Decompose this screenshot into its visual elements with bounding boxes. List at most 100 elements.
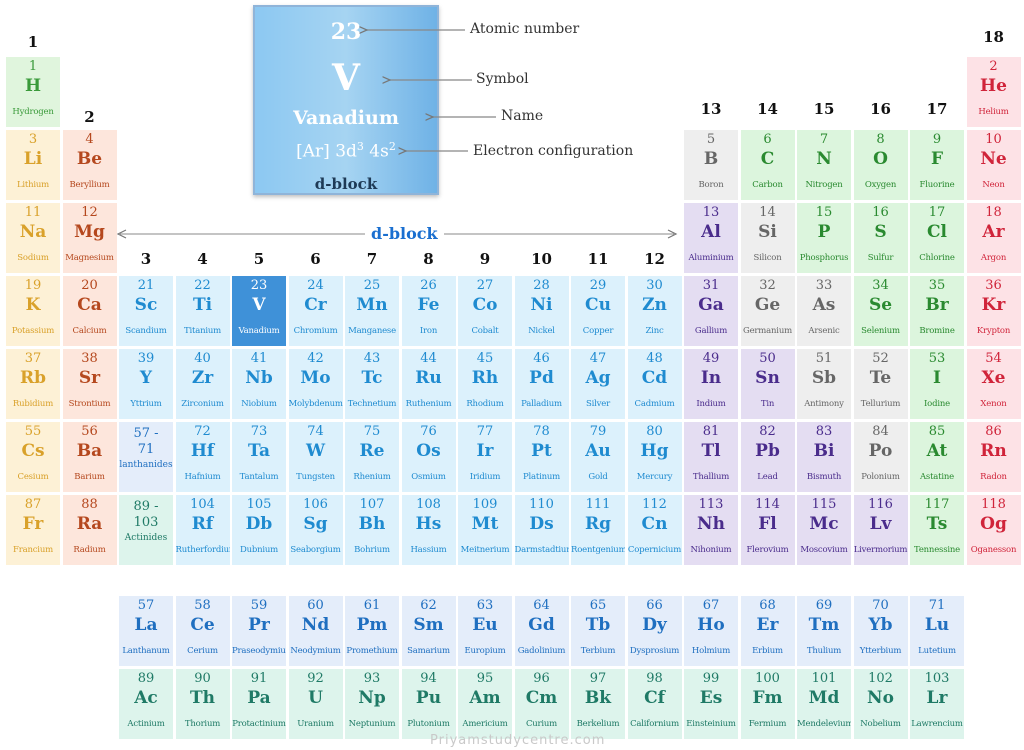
element-te[interactable]: 52 Te Tellurium	[853, 349, 908, 419]
element-mn[interactable]: 25 Mn Manganese	[345, 276, 399, 346]
element-tc[interactable]: 43 Tc Technetium	[345, 349, 399, 419]
element-tl[interactable]: 81 Tl Thallium	[684, 422, 738, 492]
element-rh[interactable]: 45 Rh Rhodium	[458, 349, 512, 419]
element-lu[interactable]: 71 Lu Lutetium	[910, 596, 964, 666]
element-zn[interactable]: 30 Zn Zinc	[627, 276, 682, 346]
element-hg[interactable]: 80 Hg Mercury	[627, 422, 682, 492]
element-bk[interactable]: 97 Bk Berkelium	[571, 669, 625, 739]
element-nb[interactable]: 41 Nb Niobium	[232, 349, 286, 419]
element-rg[interactable]: 111 Rg Roentgenium	[571, 495, 625, 565]
element-bi[interactable]: 83 Bi Bismuth	[797, 422, 851, 492]
element-cs[interactable]: 55 Cs Cesium	[6, 422, 60, 492]
element-gd[interactable]: 64 Gd Gadolinium	[514, 596, 569, 666]
element-pm[interactable]: 61 Pm Promethium	[345, 596, 399, 666]
element-pt[interactable]: 78 Pt Platinum	[514, 422, 569, 492]
element-la[interactable]: 57 La Lanthanum	[119, 596, 173, 666]
element-cf[interactable]: 98 Cf Californium	[627, 669, 682, 739]
element-og[interactable]: 118 Og Oganesson	[966, 495, 1021, 565]
element-sc[interactable]: 21 Sc Scandium	[119, 276, 173, 346]
element-f[interactable]: 9 F Fluorine	[910, 130, 964, 200]
element-fm[interactable]: 100 Fm Fermium	[740, 669, 795, 739]
element-li[interactable]: 3 Li Lithium	[6, 130, 60, 200]
element-k[interactable]: 19 K Potassium	[6, 276, 60, 346]
element-ir[interactable]: 77 Ir Iridium	[458, 422, 512, 492]
element-ta[interactable]: 73 Ta Tantalum	[232, 422, 286, 492]
element-pr[interactable]: 59 Pr Praseodymium	[232, 596, 286, 666]
element-fr[interactable]: 87 Fr Francium	[6, 495, 60, 565]
element-v[interactable]: 23 V Vanadium	[232, 276, 286, 346]
element-al[interactable]: 13 Al Aluminium	[684, 203, 738, 273]
element-sm[interactable]: 62 Sm Samarium	[401, 596, 456, 666]
element-u[interactable]: 92 U Uranium	[288, 669, 343, 739]
element-au[interactable]: 79 Au Gold	[571, 422, 625, 492]
element-cr[interactable]: 24 Cr Chromium	[288, 276, 343, 346]
element-no[interactable]: 102 No Nobelium	[853, 669, 908, 739]
element-h[interactable]: 1 H Hydrogen	[6, 57, 60, 127]
element-in[interactable]: 49 In Indium	[684, 349, 738, 419]
element-sr[interactable]: 38 Sr Strontium	[62, 349, 117, 419]
element-ga[interactable]: 31 Ga Gallium	[684, 276, 738, 346]
element-c[interactable]: 6 C Carbon	[740, 130, 795, 200]
element-at[interactable]: 85 At Astatine	[910, 422, 964, 492]
element-rb[interactable]: 37 Rb Rubidium	[6, 349, 60, 419]
element-cl[interactable]: 17 Cl Chlorine	[910, 203, 964, 273]
element-ce[interactable]: 58 Ce Cerium	[175, 596, 230, 666]
element-ge[interactable]: 32 Ge Germanium	[740, 276, 795, 346]
element-p[interactable]: 15 P Phosphorus	[797, 203, 851, 273]
element-bh[interactable]: 107 Bh Bohrium	[345, 495, 399, 565]
element-sn[interactable]: 50 Sn Tin	[740, 349, 795, 419]
element-kr[interactable]: 36 Kr Krypton	[966, 276, 1021, 346]
element-n[interactable]: 7 N Nitrogen	[797, 130, 851, 200]
element-yb[interactable]: 70 Yb Ytterbium	[853, 596, 908, 666]
element-be[interactable]: 4 Be Beryllium	[62, 130, 117, 200]
element-cn[interactable]: 112 Cn Copernicium	[627, 495, 682, 565]
element-b[interactable]: 5 B Boron	[684, 130, 738, 200]
element-re[interactable]: 75 Re Rhenium	[345, 422, 399, 492]
element-es[interactable]: 99 Es Einsteinium	[684, 669, 738, 739]
element-sg[interactable]: 106 Sg Seaborgium	[288, 495, 343, 565]
element-tb[interactable]: 65 Tb Terbium	[571, 596, 625, 666]
element-o[interactable]: 8 O Oxygen	[853, 130, 908, 200]
element-pd[interactable]: 46 Pd Palladium	[514, 349, 569, 419]
element-rn[interactable]: 86 Rn Radon	[966, 422, 1021, 492]
element-md[interactable]: 101 Md Mendelevium	[797, 669, 851, 739]
actinide-range-cell[interactable]: 89 -103 Actinides	[119, 495, 173, 565]
element-ru[interactable]: 44 Ru Ruthenium	[401, 349, 456, 419]
element-br[interactable]: 35 Br Bromine	[910, 276, 964, 346]
element-ti[interactable]: 22 Ti Titanium	[175, 276, 230, 346]
element-os[interactable]: 76 Os Osmium	[401, 422, 456, 492]
element-sb[interactable]: 51 Sb Antimony	[797, 349, 851, 419]
element-cd[interactable]: 48 Cd Cadmium	[627, 349, 682, 419]
element-np[interactable]: 93 Np Neptunium	[345, 669, 399, 739]
element-na[interactable]: 11 Na Sodium	[6, 203, 60, 273]
element-zr[interactable]: 40 Zr Zirconium	[175, 349, 230, 419]
lanthanide-range-cell[interactable]: 57 -71 lanthanides	[119, 422, 173, 492]
element-mt[interactable]: 109 Mt Meitnerium	[458, 495, 512, 565]
element-w[interactable]: 74 W Tungsten	[288, 422, 343, 492]
element-ho[interactable]: 67 Ho Holmium	[684, 596, 738, 666]
element-co[interactable]: 27 Co Cobalt	[458, 276, 512, 346]
element-dy[interactable]: 66 Dy Dysprosium	[627, 596, 682, 666]
element-ne[interactable]: 10 Ne Neon	[966, 130, 1021, 200]
element-he[interactable]: 2 He Helium	[966, 57, 1021, 127]
element-pb[interactable]: 82 Pb Lead	[740, 422, 795, 492]
element-ac[interactable]: 89 Ac Actinium	[119, 669, 173, 739]
element-fe[interactable]: 26 Fe Iron	[401, 276, 456, 346]
element-hs[interactable]: 108 Hs Hassium	[401, 495, 456, 565]
element-ar[interactable]: 18 Ar Argon	[966, 203, 1021, 273]
element-ra[interactable]: 88 Ra Radium	[62, 495, 117, 565]
element-po[interactable]: 84 Po Polonium	[853, 422, 908, 492]
element-ba[interactable]: 56 Ba Barium	[62, 422, 117, 492]
element-xe[interactable]: 54 Xe Xenon	[966, 349, 1021, 419]
element-hf[interactable]: 72 Hf Hafnium	[175, 422, 230, 492]
element-se[interactable]: 34 Se Selenium	[853, 276, 908, 346]
element-as[interactable]: 33 As Arsenic	[797, 276, 851, 346]
element-ds[interactable]: 110 Ds Darmstadtium	[514, 495, 569, 565]
element-th[interactable]: 90 Th Thorium	[175, 669, 230, 739]
element-ca[interactable]: 20 Ca Calcium	[62, 276, 117, 346]
element-pa[interactable]: 91 Pa Protactinium	[232, 669, 286, 739]
element-mc[interactable]: 115 Mc Moscovium	[797, 495, 851, 565]
element-mg[interactable]: 12 Mg Magnesium	[62, 203, 117, 273]
element-rf[interactable]: 104 Rf Rutherfordium	[175, 495, 230, 565]
element-cu[interactable]: 29 Cu Copper	[571, 276, 625, 346]
